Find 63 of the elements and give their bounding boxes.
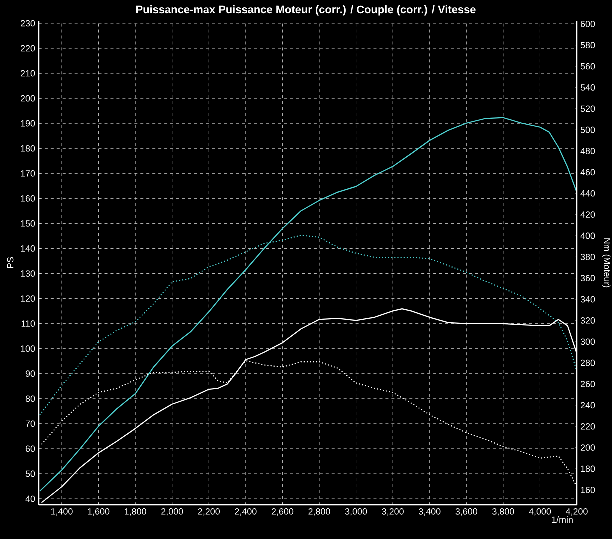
x-tick-label: 2,800 bbox=[308, 508, 330, 516]
y-tick-label: 230 bbox=[20, 20, 36, 27]
y-tick-label: 70 bbox=[26, 420, 36, 428]
y2-tick-label: 200 bbox=[580, 444, 596, 451]
y2-axis-title: Nm (Moteur) bbox=[602, 238, 611, 288]
y2-tick-label: 260 bbox=[580, 381, 596, 388]
y2-tick-label: 160 bbox=[581, 486, 596, 494]
y2-tick-label: 300 bbox=[580, 338, 596, 346]
x-tick-label: 1,400 bbox=[51, 508, 73, 516]
y2-tick-label: 580 bbox=[580, 42, 596, 49]
y-tick-label: 160 bbox=[21, 196, 36, 202]
y-tick-label: 40 bbox=[26, 496, 36, 502]
y-tick-label: 200 bbox=[20, 95, 36, 102]
y-tick-label: 110 bbox=[22, 320, 36, 327]
y-tick-label: 50 bbox=[26, 470, 36, 478]
y2-tick-label: 520 bbox=[580, 106, 596, 112]
y2-tick-label: 480 bbox=[580, 148, 596, 154]
y2-tick-label: 500 bbox=[580, 126, 596, 134]
y-tick-label: 130 bbox=[21, 270, 36, 277]
line-series bbox=[39, 117, 578, 492]
y2-tick-label: 180 bbox=[581, 466, 596, 472]
y-tick-label: 180 bbox=[21, 145, 36, 152]
y-tick-label: 120 bbox=[21, 296, 36, 302]
y2-tick-label: 380 bbox=[580, 254, 596, 260]
y2-tick-label: 340 bbox=[580, 296, 596, 303]
x-tick-label: 2,200 bbox=[198, 508, 220, 516]
y-tick-label: 170 bbox=[21, 170, 36, 177]
y-axis-title: PS bbox=[7, 257, 14, 268]
x-tick-label: 1,800 bbox=[125, 508, 146, 516]
y-tick-label: 210 bbox=[20, 70, 36, 77]
y2-tick-label: 420 bbox=[580, 212, 596, 218]
x-tick-label: 3,600 bbox=[456, 508, 478, 516]
y-tick-label: 150 bbox=[21, 220, 36, 227]
y2-tick-label: 280 bbox=[580, 360, 596, 366]
x-tick-label: 3,200 bbox=[382, 508, 404, 516]
y-tick-label: 90 bbox=[26, 370, 36, 378]
y2-tick-label: 440 bbox=[580, 190, 596, 197]
x-tick-label: 3,800 bbox=[492, 508, 514, 516]
chart-title: Puissance-max Puissance Moteur (corr.) / Couple (corr.) / Vitesse bbox=[136, 6, 476, 16]
x-tick-label: 4,200 bbox=[566, 508, 588, 516]
y-tick-label: 80 bbox=[26, 396, 36, 402]
x-tick-label: 2,000 bbox=[162, 508, 184, 516]
y-tick-label: 220 bbox=[20, 45, 36, 52]
x-tick-label: 2,600 bbox=[272, 508, 294, 516]
y2-tick-label: 320 bbox=[580, 318, 596, 324]
y-tick-label: 60 bbox=[26, 446, 36, 452]
y2-tick-label: 600 bbox=[580, 20, 596, 28]
y-tick-label: 190 bbox=[21, 120, 36, 127]
y2-tick-label: 220 bbox=[580, 423, 596, 430]
x-tick-label: 2,400 bbox=[235, 508, 257, 516]
x-tick-label: 4,000 bbox=[529, 508, 552, 516]
y2-tick-label: 540 bbox=[580, 84, 596, 91]
y2-tick-label: 240 bbox=[580, 402, 596, 409]
y2-tick-label: 560 bbox=[580, 63, 596, 70]
y2-tick-label: 400 bbox=[580, 232, 596, 240]
x-tick-label: 1,600 bbox=[88, 508, 110, 516]
x-tick-label: 3,000 bbox=[345, 508, 368, 516]
y-tick-label: 140 bbox=[21, 246, 36, 252]
x-axis-title: 1/min bbox=[552, 516, 573, 524]
y2-tick-label: 360 bbox=[580, 275, 596, 282]
x-tick-label: 3,400 bbox=[418, 508, 441, 516]
y2-tick-label: 460 bbox=[580, 169, 596, 176]
y-tick-label: 100 bbox=[21, 346, 36, 352]
